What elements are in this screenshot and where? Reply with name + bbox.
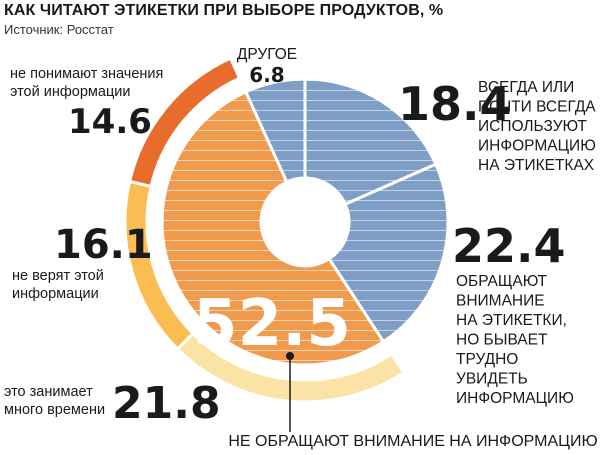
category-label-2-line-6: УВИДЕТЬ xyxy=(456,371,528,388)
category-label-1-line-5: НА ЭТИКЕТКАХ xyxy=(478,157,595,174)
category-label-1-line-4: ИНФОРМАЦИЮ xyxy=(478,138,596,155)
chart-title: КАК ЧИТАЮТ ЭТИКЕТКИ ПРИ ВЫБОРЕ ПРОДУКТОВ… xyxy=(4,2,444,19)
value-label-3: 52.5 xyxy=(193,287,351,361)
sub-value-3: 14.6 xyxy=(68,102,152,142)
sub-label-3-line-1: не понимают значения xyxy=(10,66,163,82)
sub-value-1: 21.8 xyxy=(112,378,221,429)
sub-label-1-line-1: это занимает xyxy=(4,384,93,400)
ring-segment-3 xyxy=(127,56,242,189)
value-label-1: 18.4 xyxy=(398,77,512,131)
sub-label-1-line-2: много времени xyxy=(4,402,105,418)
category-label-1-line-3: ИСПОЛЬЗУЮТ xyxy=(478,118,587,135)
sub-value-2: 16.1 xyxy=(54,222,153,268)
sub-label-2-line-2: информации xyxy=(12,286,99,302)
chart-source: Источник: Росстат xyxy=(4,22,114,37)
sub-label-3-line-2: этой информации xyxy=(10,84,130,100)
category-label-2-line-7: ИНФОРМАЦИЮ xyxy=(456,390,574,407)
pie-slice-4-texture xyxy=(245,79,305,182)
leader-dot-3 xyxy=(286,352,294,360)
category-label-1-line-1: ВСЕГДА ИЛИ xyxy=(478,79,574,96)
category-label-2-line-1: ОБРАЩАЮТ xyxy=(456,273,548,290)
category-label-4-line-1: ДРУГОЕ xyxy=(237,46,297,63)
category-label-1-line-2: ПОЧТИ ВСЕГДА xyxy=(478,99,596,116)
category-label-2-line-3: НА ЭТИКЕТКИ, xyxy=(456,312,567,329)
value-label-4: 6.8 xyxy=(249,63,284,87)
pie-slice-3-texture xyxy=(162,91,384,365)
category-label-2-line-5: ТРУДНО xyxy=(456,351,518,368)
pie-slice-2-texture xyxy=(329,164,449,342)
category-label-2-line-4: НО БЫВАЕТ xyxy=(456,332,548,349)
category-label-2-line-2: ВНИМАНИЕ xyxy=(456,293,545,310)
sub-label-2-line-1: не верят этой xyxy=(12,268,104,284)
pie-slice-1-texture xyxy=(305,79,436,205)
category-label-3: НЕ ОБРАЩАЮТ ВНИМАНИЕ НА ИНФОРМАЦИЮ xyxy=(228,433,597,450)
value-label-2: 22.4 xyxy=(452,219,566,273)
